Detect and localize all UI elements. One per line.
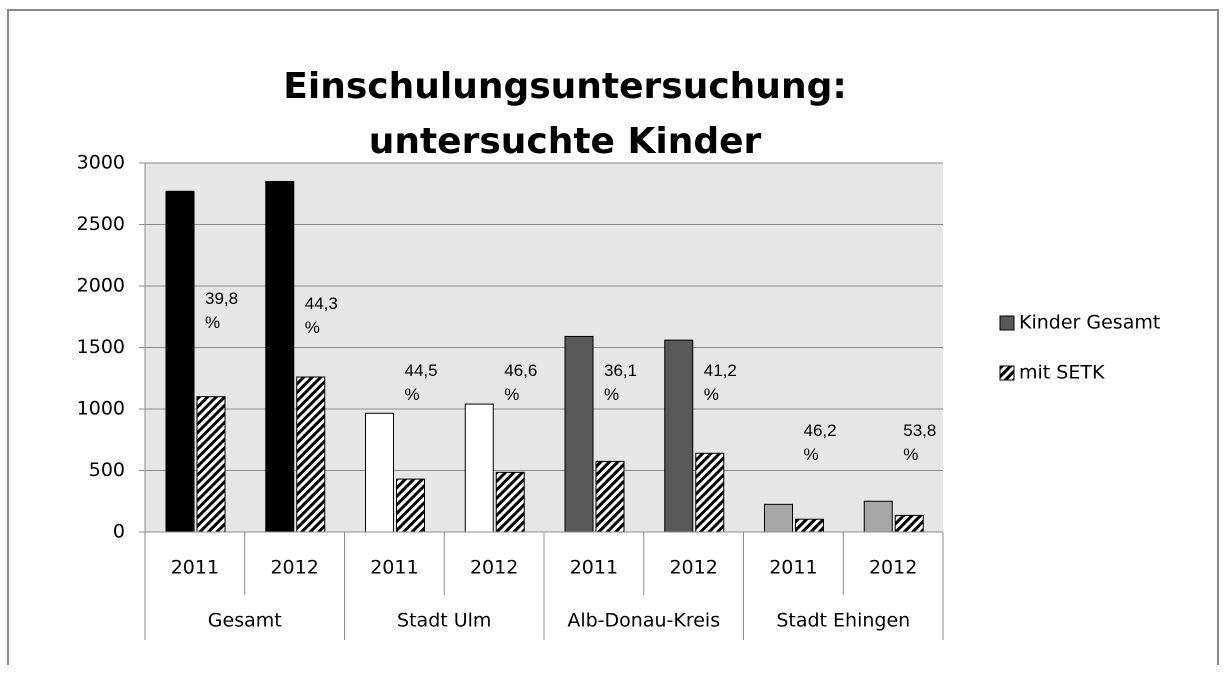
y-tick-label: 2000: [77, 275, 125, 297]
legend-swatch: [999, 365, 1015, 381]
bar: [795, 518, 824, 533]
y-tick-label: 500: [89, 459, 125, 481]
bar: [495, 471, 525, 533]
chart-title: untersuchte Kinder: [369, 121, 762, 162]
bar: [863, 500, 893, 533]
data-label: 46,2%: [804, 421, 837, 464]
x-tick-label: 2012: [669, 557, 717, 579]
group-label: Stadt Ehingen: [776, 610, 910, 632]
bar: [365, 412, 394, 533]
data-label: 36,1%: [604, 361, 637, 404]
chart-title: Einschulungsuntersuchung:: [283, 66, 846, 107]
bar: [196, 396, 226, 533]
data-label: 46,6%: [504, 361, 537, 404]
data-label: 53,8%: [903, 421, 936, 464]
x-tick-label: 2012: [270, 557, 318, 579]
bar: [396, 478, 425, 533]
y-tick-label: 3000: [77, 152, 125, 174]
x-tick-label: 2011: [769, 557, 817, 579]
bar: [595, 460, 625, 533]
legend-label: Kinder Gesamt: [1019, 312, 1160, 334]
x-tick-label: 2011: [370, 557, 418, 579]
legend-label: mit SETK: [1019, 362, 1105, 384]
data-label: 44,3%: [305, 294, 338, 337]
bar: [664, 339, 694, 533]
x-tick-label: 2012: [470, 557, 518, 579]
bar: [564, 335, 594, 533]
data-label: 39,8%: [205, 289, 238, 332]
y-tick-label: 1000: [77, 398, 125, 420]
y-tick-label: 0: [113, 521, 125, 543]
bar: [296, 376, 326, 533]
group-label: Alb-Donau-Kreis: [567, 610, 720, 632]
x-tick-label: 2011: [570, 557, 618, 579]
group-label: Gesamt: [208, 610, 282, 632]
bar: [764, 503, 793, 533]
bar: [464, 403, 494, 533]
x-tick-label: 2011: [171, 557, 219, 579]
bar: [695, 452, 725, 533]
bar: [165, 190, 195, 533]
bar: [265, 180, 295, 533]
y-tick-label: 2500: [77, 213, 125, 235]
x-tick-label: 2012: [869, 557, 917, 579]
bar: [894, 514, 924, 533]
group-label: Stadt Ulm: [397, 610, 491, 632]
legend-swatch: [999, 315, 1015, 331]
y-tick-label: 1500: [77, 336, 125, 358]
data-label: 44,5%: [405, 361, 438, 404]
chart-frame: [7, 9, 1219, 665]
data-label: 41,2%: [704, 361, 737, 404]
